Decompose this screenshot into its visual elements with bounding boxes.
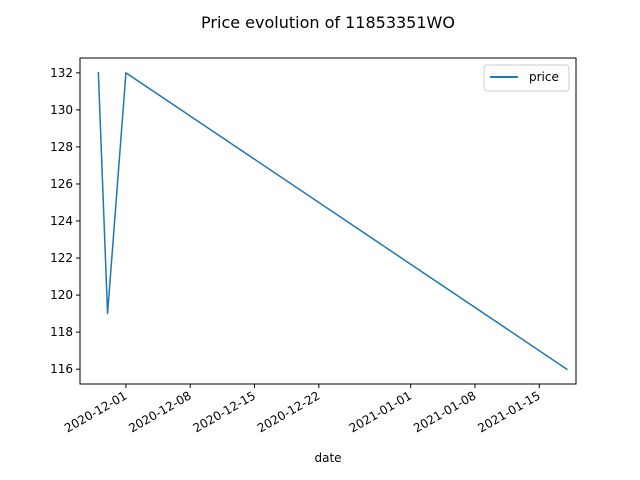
plot-area [80,58,576,384]
chart-title: Price evolution of 11853351WO [201,13,455,32]
series-layer [97,72,568,371]
plot-background [80,58,576,384]
x-tick-label: 2020-12-15 [191,388,258,435]
legend-label: price [529,70,559,84]
y-tick-label: 130 [50,103,73,117]
x-tick-label: 2021-01-15 [475,388,542,435]
series-line-price [97,72,568,371]
y-tick-label: 122 [50,251,73,265]
plot-frame [79,57,577,385]
y-tick-label: 118 [50,325,73,339]
legend-box [483,64,570,92]
legend: price [483,64,570,92]
x-tick-label: 2021-01-08 [411,388,478,435]
y-tick-label: 132 [50,66,73,80]
x-tick-label: 2020-12-01 [62,388,129,435]
y-tick-label: 124 [50,214,73,228]
y-tick-label: 116 [50,362,73,376]
y-axis: 116 118 120 122 124 126 128 130 132 [50,66,80,376]
x-axis: 2020-12-012020-12-082020-12-152020-12-22… [62,384,543,435]
x-tick-label: 2020-12-08 [126,388,193,435]
y-tick-label: 120 [50,288,73,302]
x-tick-label: 2021-01-01 [347,388,414,435]
y-tick-label: 128 [50,140,73,154]
y-tick-label: 126 [50,177,73,191]
x-axis-label: date [314,451,341,465]
x-tick-label: 2020-12-22 [255,388,322,435]
